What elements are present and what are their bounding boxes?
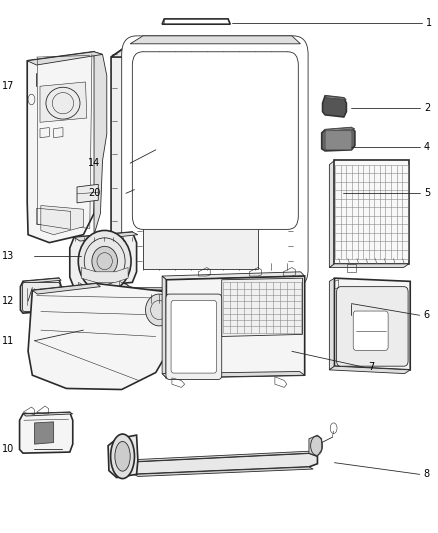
Text: 7: 7 bbox=[368, 362, 375, 372]
Polygon shape bbox=[166, 276, 305, 378]
Text: 8: 8 bbox=[424, 470, 430, 479]
Ellipse shape bbox=[92, 246, 117, 276]
Polygon shape bbox=[329, 264, 409, 268]
Ellipse shape bbox=[115, 441, 130, 471]
Polygon shape bbox=[70, 232, 137, 288]
Polygon shape bbox=[74, 232, 138, 241]
Polygon shape bbox=[325, 127, 355, 131]
Polygon shape bbox=[77, 184, 98, 203]
Polygon shape bbox=[23, 278, 61, 284]
FancyBboxPatch shape bbox=[122, 36, 308, 288]
FancyBboxPatch shape bbox=[353, 311, 388, 350]
FancyBboxPatch shape bbox=[22, 282, 60, 312]
Polygon shape bbox=[335, 278, 410, 370]
Text: 1: 1 bbox=[426, 18, 432, 28]
Polygon shape bbox=[20, 413, 73, 453]
Polygon shape bbox=[27, 52, 102, 65]
Polygon shape bbox=[23, 413, 73, 416]
Polygon shape bbox=[94, 52, 107, 235]
Text: 12: 12 bbox=[2, 296, 14, 306]
Polygon shape bbox=[325, 96, 346, 100]
Ellipse shape bbox=[111, 434, 134, 479]
Polygon shape bbox=[329, 160, 335, 268]
Polygon shape bbox=[21, 278, 61, 313]
Polygon shape bbox=[309, 435, 321, 456]
Text: 14: 14 bbox=[88, 158, 100, 168]
Polygon shape bbox=[111, 277, 300, 290]
FancyBboxPatch shape bbox=[132, 52, 298, 229]
Polygon shape bbox=[130, 36, 300, 44]
Polygon shape bbox=[111, 44, 300, 57]
Polygon shape bbox=[111, 44, 130, 290]
Polygon shape bbox=[41, 206, 83, 235]
FancyBboxPatch shape bbox=[325, 131, 352, 150]
FancyBboxPatch shape bbox=[171, 301, 217, 373]
FancyBboxPatch shape bbox=[166, 294, 222, 379]
Text: 5: 5 bbox=[424, 188, 430, 198]
Polygon shape bbox=[329, 278, 335, 370]
Text: 13: 13 bbox=[2, 251, 14, 261]
Polygon shape bbox=[292, 44, 300, 290]
Polygon shape bbox=[134, 451, 313, 462]
Text: 6: 6 bbox=[424, 310, 430, 320]
FancyBboxPatch shape bbox=[337, 287, 408, 366]
Polygon shape bbox=[134, 467, 313, 477]
Polygon shape bbox=[27, 52, 100, 243]
Text: 20: 20 bbox=[88, 188, 100, 198]
Polygon shape bbox=[321, 127, 355, 151]
Polygon shape bbox=[32, 284, 100, 294]
Polygon shape bbox=[40, 82, 87, 122]
Text: 4: 4 bbox=[424, 142, 430, 152]
Ellipse shape bbox=[78, 230, 131, 292]
Polygon shape bbox=[222, 278, 303, 336]
Polygon shape bbox=[322, 96, 346, 117]
Polygon shape bbox=[28, 284, 181, 390]
Polygon shape bbox=[335, 160, 409, 264]
Polygon shape bbox=[134, 453, 318, 474]
Ellipse shape bbox=[145, 294, 173, 326]
Text: 10: 10 bbox=[2, 445, 14, 455]
Polygon shape bbox=[35, 422, 53, 444]
Text: 17: 17 bbox=[2, 81, 14, 91]
Polygon shape bbox=[162, 276, 166, 378]
Text: 11: 11 bbox=[2, 336, 14, 346]
Polygon shape bbox=[143, 224, 258, 269]
Polygon shape bbox=[130, 44, 300, 277]
Polygon shape bbox=[162, 372, 305, 378]
Polygon shape bbox=[329, 366, 410, 374]
Polygon shape bbox=[108, 435, 138, 478]
Text: 2: 2 bbox=[424, 103, 430, 114]
Polygon shape bbox=[81, 268, 128, 282]
Polygon shape bbox=[162, 272, 305, 280]
